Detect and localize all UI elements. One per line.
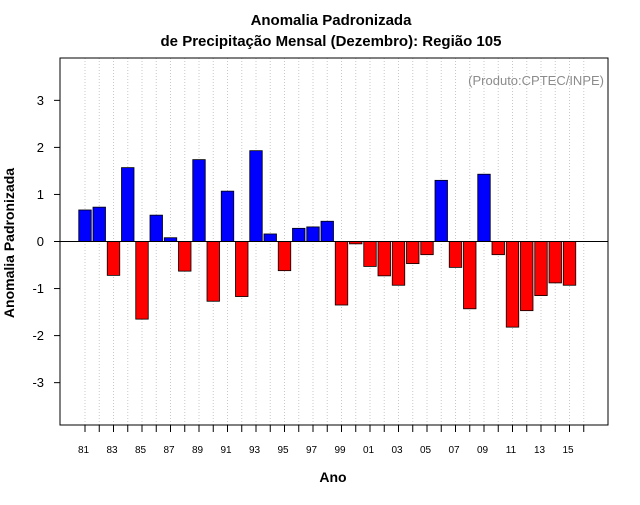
y-tick-label: 1 xyxy=(37,187,44,202)
x-axis: 81 83 85 87 89 91 93 95 97 99 01 03 05 07 09 11 13 15 xyxy=(78,425,585,456)
x-tick-label: 05 xyxy=(420,445,432,456)
bar-2010 xyxy=(491,241,505,256)
x-axis-label: Ano xyxy=(319,469,346,485)
y-axis-label: Anomalia Padronizada xyxy=(1,168,17,318)
y-tick-label: 3 xyxy=(37,93,44,108)
bar-1997 xyxy=(306,226,320,242)
bar-2011 xyxy=(505,241,520,328)
y-tick-label: -1 xyxy=(32,281,44,296)
x-tick-label: 83 xyxy=(106,445,118,456)
bar-1991 xyxy=(220,190,235,242)
chart-title-line-2: de Precipitação Mensal (Dezembro): Regiã… xyxy=(161,33,502,50)
bar-1994 xyxy=(263,233,277,242)
x-tick-label: 81 xyxy=(78,445,90,456)
bar-1993 xyxy=(249,150,263,242)
bar-2002 xyxy=(377,241,391,277)
bar-1999 xyxy=(334,241,349,306)
chart-title-line-1: Anomalia Padronizada xyxy=(251,12,413,29)
x-tick-label: 89 xyxy=(192,445,204,456)
bar-1995 xyxy=(277,241,292,272)
bars xyxy=(78,150,577,328)
y-axis: -3 -2 -1 0 1 2 3 xyxy=(32,93,60,390)
x-tick-label: 93 xyxy=(249,445,261,456)
x-tick-label: 07 xyxy=(448,445,460,456)
bar-1986 xyxy=(149,214,163,242)
y-tick-label: -2 xyxy=(32,328,44,343)
chart-annotation: (Produto:CPTEC/INPE) xyxy=(468,73,604,88)
bar-1992 xyxy=(235,241,249,297)
bar-2004 xyxy=(406,241,420,265)
x-tick-label: 85 xyxy=(135,445,147,456)
bar-2015 xyxy=(562,241,577,286)
bar-1984 xyxy=(121,167,135,242)
bar-1988 xyxy=(178,241,192,272)
bar-2013 xyxy=(534,241,548,297)
y-tick-label: 2 xyxy=(37,140,44,155)
bar-2005 xyxy=(420,241,434,256)
bar-2001 xyxy=(363,241,377,267)
x-tick-label: 99 xyxy=(334,445,346,456)
bar-2014 xyxy=(548,241,562,284)
bar-1983 xyxy=(106,241,121,276)
y-tick-label: -3 xyxy=(32,375,44,390)
bar-1981 xyxy=(78,209,92,242)
y-tick-label: 0 xyxy=(37,234,44,249)
bar-1982 xyxy=(92,206,106,242)
bar-2012 xyxy=(520,241,534,312)
bar-1985 xyxy=(135,241,149,320)
bar-1987 xyxy=(163,237,178,242)
x-tick-label: 09 xyxy=(477,445,489,456)
bar-2006 xyxy=(434,179,448,242)
bar-1990 xyxy=(206,241,220,302)
x-tick-label: 91 xyxy=(220,445,232,456)
bar-1998 xyxy=(320,220,334,242)
x-tick-label: 87 xyxy=(163,445,175,456)
bar-1996 xyxy=(292,227,306,242)
bar-2003 xyxy=(391,241,406,286)
bar-2007 xyxy=(448,241,463,268)
bar-2008 xyxy=(463,241,477,310)
x-tick-label: 01 xyxy=(363,445,375,456)
bar-2009 xyxy=(477,173,491,242)
x-tick-label: 13 xyxy=(534,445,546,456)
bar-1989 xyxy=(192,159,206,242)
x-tick-label: 97 xyxy=(306,445,318,456)
x-tick-label: 15 xyxy=(562,445,574,456)
x-tick-label: 03 xyxy=(391,445,403,456)
x-tick-label: 95 xyxy=(277,445,289,456)
x-tick-label: 11 xyxy=(506,445,517,456)
